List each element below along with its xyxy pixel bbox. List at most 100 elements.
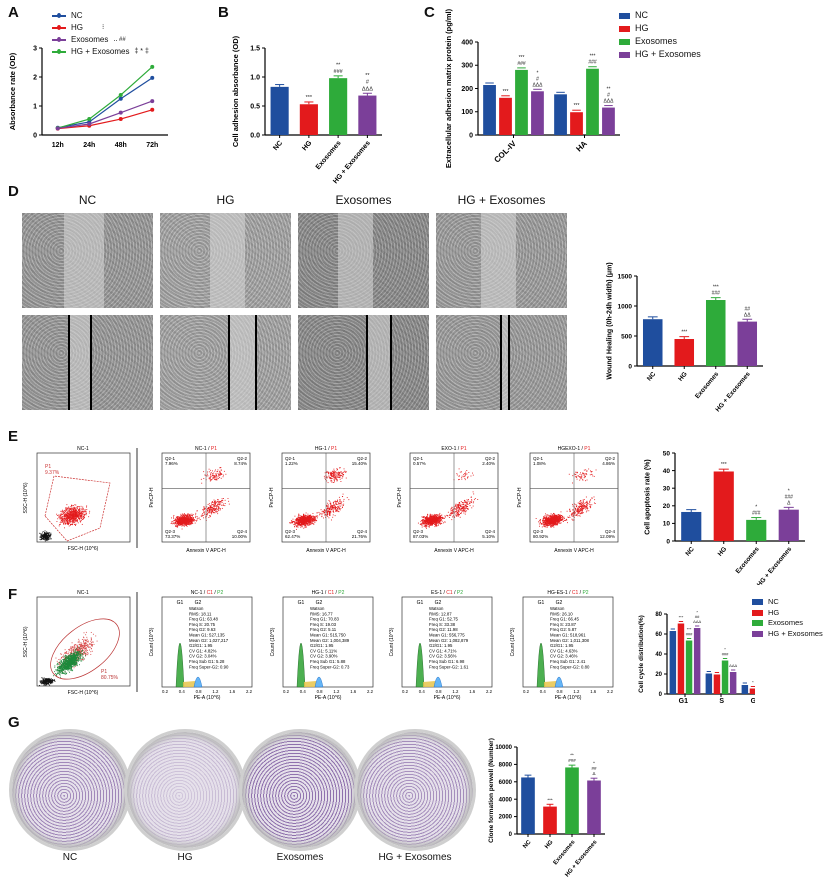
event-dot <box>328 517 330 519</box>
event-dot <box>305 516 307 518</box>
event-dot <box>62 512 64 514</box>
event-dot <box>70 652 72 654</box>
event-dot <box>67 518 69 520</box>
event-dot <box>179 524 181 526</box>
event-dot <box>51 681 53 683</box>
event-dot <box>40 534 42 536</box>
x-tick-label: S <box>719 698 724 705</box>
significance-annotation: # <box>366 80 370 86</box>
event-dot <box>61 667 63 669</box>
event-dot <box>56 660 58 662</box>
event-dot <box>66 668 68 670</box>
event-dot <box>59 517 61 519</box>
wound-micrograph-nc-0h <box>22 213 153 308</box>
event-dot <box>310 520 312 522</box>
event-dot <box>305 522 307 523</box>
event-dot <box>72 651 74 653</box>
event-dot <box>48 536 50 537</box>
event-dot <box>66 652 68 654</box>
event-dot <box>216 476 218 478</box>
event-dot <box>177 523 179 525</box>
event-dot <box>77 514 79 516</box>
event-dot <box>210 502 212 504</box>
event-dot <box>60 667 62 669</box>
event-dot <box>176 520 178 522</box>
event-dot <box>63 664 65 666</box>
event-dot <box>85 631 87 633</box>
event-dot <box>181 528 183 530</box>
wound-gap <box>500 315 508 410</box>
event-dot <box>67 512 69 513</box>
event-dot <box>68 512 70 514</box>
event-dot <box>84 648 86 649</box>
event-dot <box>66 519 68 521</box>
event-dot <box>71 511 73 513</box>
event-dot <box>58 663 59 665</box>
event-dot <box>60 653 62 655</box>
event-dot <box>42 535 44 537</box>
event-dot <box>304 521 306 523</box>
event-dot <box>217 508 219 510</box>
event-dot <box>177 516 179 518</box>
event-dot <box>299 518 301 520</box>
event-dot <box>42 537 44 539</box>
event-dot <box>75 516 77 518</box>
event-dot <box>77 641 79 643</box>
event-dot <box>43 683 45 685</box>
event-dot <box>186 520 188 522</box>
event-dot <box>77 651 78 652</box>
event-dot <box>47 535 49 536</box>
event-dot <box>72 652 74 654</box>
event-dot <box>209 475 211 477</box>
event-dot <box>69 516 71 518</box>
event-dot <box>60 520 62 522</box>
event-dot <box>183 515 184 517</box>
event-dot <box>339 509 341 511</box>
event-dot <box>50 538 52 540</box>
event-dot <box>304 518 306 520</box>
event-dot <box>81 653 83 655</box>
event-dot <box>209 480 211 482</box>
event-dot <box>218 470 220 472</box>
event-dot <box>203 511 205 513</box>
event-dot <box>300 524 302 526</box>
quadrant-name: Q2-3 <box>165 529 176 534</box>
y-axis-label: Clone formation perwell (Number) <box>488 738 495 843</box>
event-dot <box>335 507 337 508</box>
event-dot <box>91 645 93 647</box>
event-dot <box>296 518 298 520</box>
event-dot <box>174 522 176 523</box>
event-dot <box>60 657 62 659</box>
event-dot <box>329 507 331 508</box>
event-dot <box>78 515 80 517</box>
x-axis-label: Annexin V APC-H <box>186 548 226 554</box>
event-dot <box>300 517 302 519</box>
event-dot <box>213 499 215 501</box>
event-dot <box>78 651 80 653</box>
event-dot <box>61 670 63 672</box>
event-dot <box>45 678 47 680</box>
event-dot <box>300 516 302 518</box>
event-dot <box>213 507 215 509</box>
event-dot <box>174 519 176 521</box>
event-dot <box>72 519 74 521</box>
event-dot <box>315 519 317 521</box>
event-dot <box>327 507 329 508</box>
event-dot <box>178 518 179 520</box>
event-dot <box>71 512 73 514</box>
event-dot <box>70 661 72 663</box>
event-dot <box>178 523 180 525</box>
event-dot <box>47 683 49 685</box>
event-dot <box>181 516 183 518</box>
event-dot <box>186 523 187 525</box>
event-dot <box>75 516 77 518</box>
event-dot <box>320 513 322 515</box>
event-dot <box>68 649 70 651</box>
event-dot <box>332 507 334 509</box>
event-dot <box>70 655 72 656</box>
event-dot <box>309 516 310 518</box>
event-dot <box>47 679 49 681</box>
event-dot <box>78 509 79 511</box>
event-dot <box>70 664 72 666</box>
event-dot <box>307 518 309 520</box>
